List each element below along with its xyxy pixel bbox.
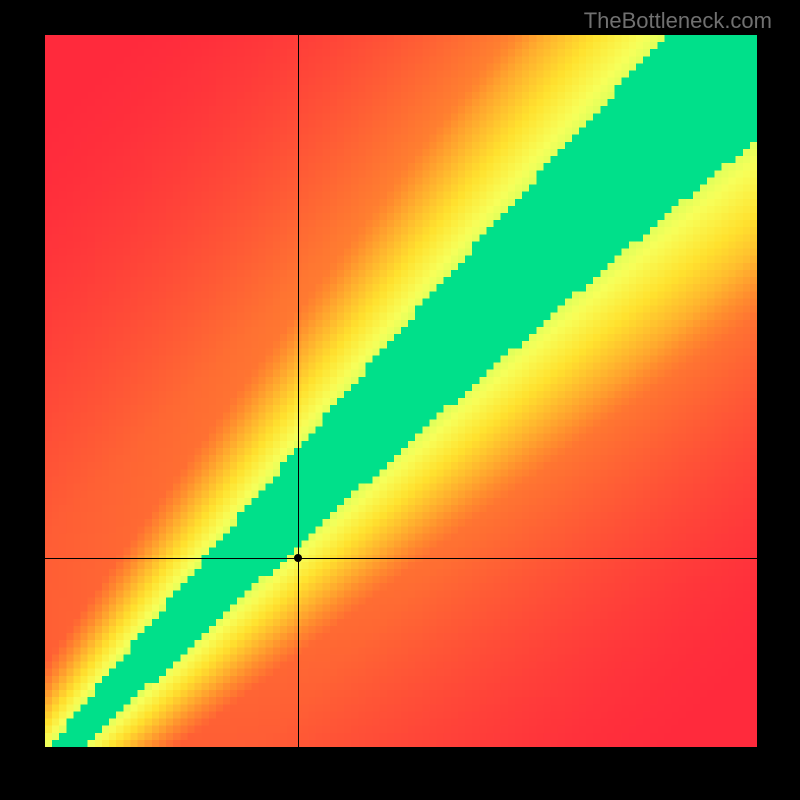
watermark-text: TheBottleneck.com xyxy=(584,8,772,34)
crosshair-marker-dot xyxy=(294,554,302,562)
heatmap-canvas xyxy=(45,35,757,747)
bottleneck-heatmap xyxy=(45,35,757,747)
crosshair-vertical xyxy=(298,35,299,747)
crosshair-horizontal xyxy=(45,558,757,559)
